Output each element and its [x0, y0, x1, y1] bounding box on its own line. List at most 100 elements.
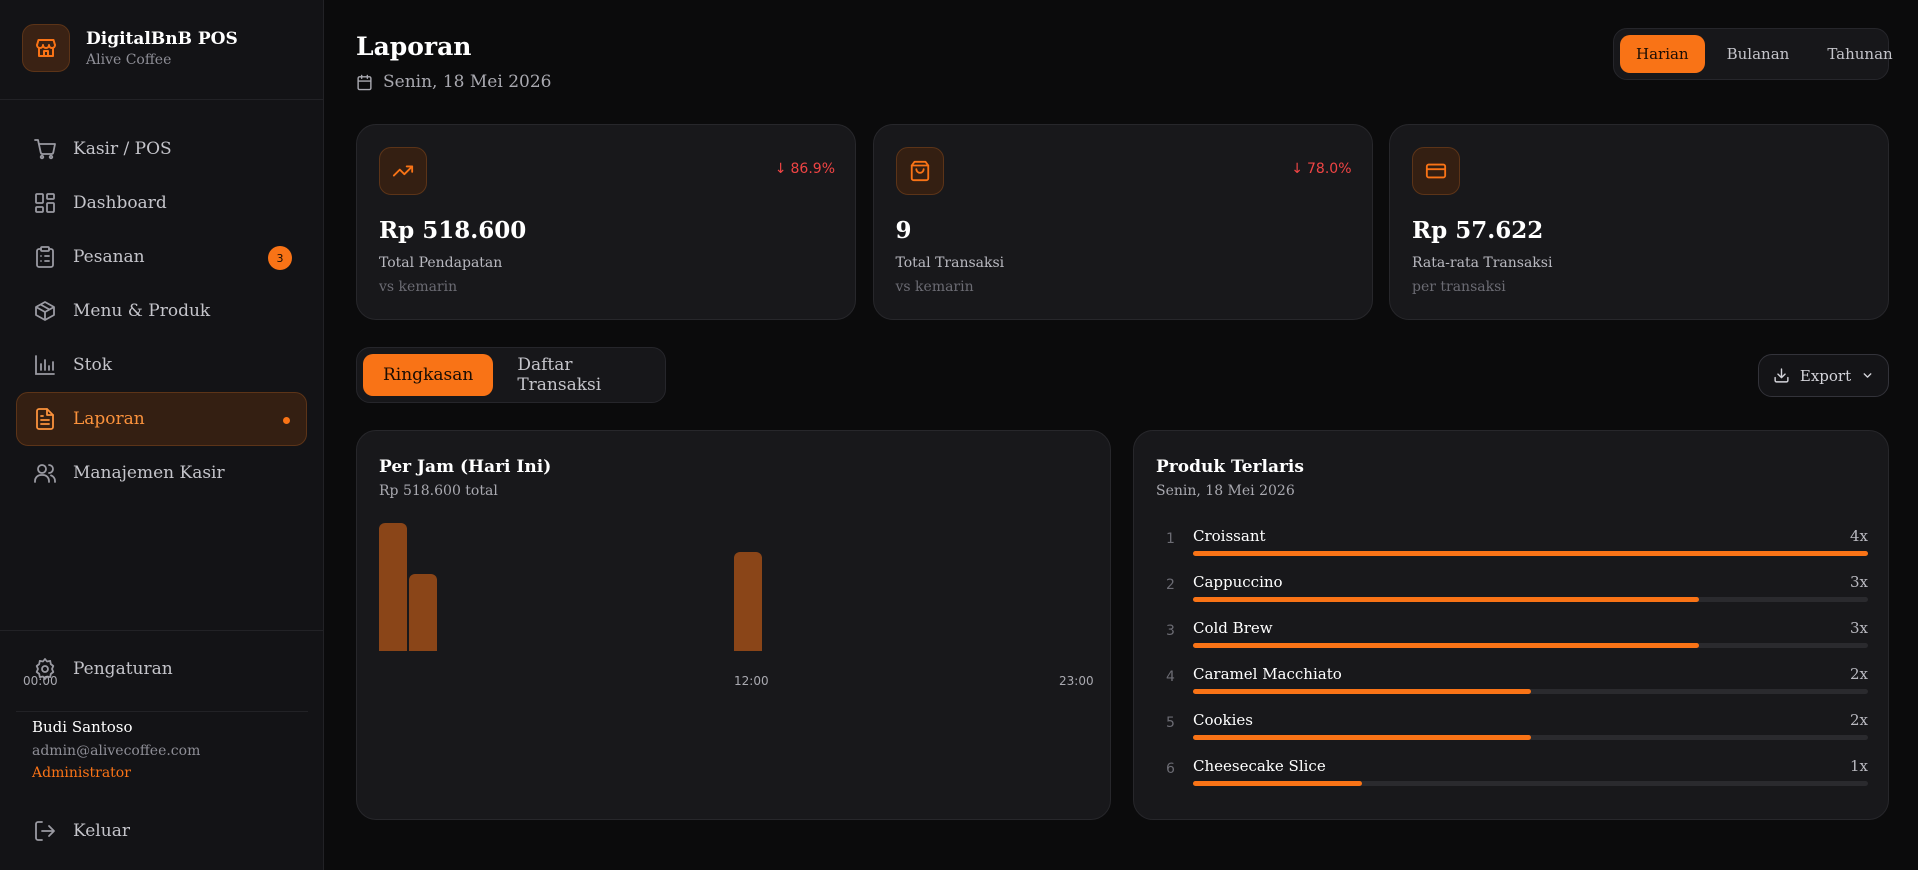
- brand: DigitalBnB POS Alive Coffee: [22, 24, 238, 72]
- product-bar-track: [1193, 643, 1868, 648]
- period-bulanan-button[interactable]: Bulanan: [1726, 45, 1790, 63]
- stat-value: Rp 57.622: [1412, 217, 1544, 244]
- arrow-down-icon: ↓: [1291, 161, 1304, 177]
- sidebar-nav: Kasir / POS Dashboard Pesanan 3 Menu & P…: [16, 122, 307, 500]
- page-title: Laporan: [356, 32, 472, 61]
- store-icon: [22, 24, 70, 72]
- user-email: admin@alivecoffee.com: [32, 743, 201, 759]
- product-qty: 4x: [1849, 527, 1868, 545]
- user-info: Budi Santoso admin@alivecoffee.com Admin…: [32, 718, 200, 781]
- period-harian-button[interactable]: Harian: [1620, 35, 1705, 73]
- stat-card-pendapatan: ↓ 86.9% Rp 518.600 Total Pendapatan vs ke…: [356, 124, 856, 320]
- product-bar-fill: [1193, 551, 1868, 556]
- sidebar-item-laporan[interactable]: Laporan: [16, 392, 307, 446]
- tab-ringkasan[interactable]: Ringkasan: [363, 354, 494, 396]
- hourly-subtitle: Rp 518.600 total: [379, 483, 498, 499]
- product-name: Cookies: [1193, 711, 1253, 729]
- trend-up-icon: [379, 147, 427, 195]
- product-qty: 3x: [1849, 573, 1868, 591]
- stat-value: 9: [895, 217, 912, 244]
- sidebar-item-label: Kasir / POS: [73, 139, 172, 159]
- export-button[interactable]: Export: [1758, 354, 1889, 397]
- list-item: 6 Cheesecake Slice 1x: [1156, 757, 1868, 803]
- list-item: 2 Cappuccino 3x: [1156, 573, 1868, 619]
- stats-row: ↓ 86.9% Rp 518.600 Total Pendapatan vs ke…: [356, 124, 1889, 320]
- sidebar-item-pengaturan[interactable]: Pengaturan: [16, 642, 307, 696]
- logout-label: Keluar: [73, 821, 130, 841]
- rank-number: 5: [1166, 715, 1175, 731]
- x-axis-label: 12:00: [734, 674, 769, 688]
- rank-number: 4: [1166, 669, 1175, 685]
- sidebar-item-label: Dashboard: [73, 193, 167, 213]
- sidebar: DigitalBnB POS Alive Coffee Kasir / POS …: [0, 0, 324, 870]
- active-indicator-dot: [283, 417, 290, 424]
- user-name: Budi Santoso: [32, 718, 133, 736]
- stat-sub: vs kemarin: [379, 279, 458, 295]
- sidebar-item-pesanan[interactable]: Pesanan 3: [16, 230, 307, 284]
- grid-icon: [33, 191, 57, 215]
- product-bar-fill: [1193, 735, 1531, 740]
- sidebar-item-label: Manajemen Kasir: [73, 463, 225, 483]
- sidebar-item-dashboard[interactable]: Dashboard: [16, 176, 307, 230]
- user-role: Administrator: [32, 765, 131, 781]
- users-icon: [33, 461, 57, 485]
- download-icon: [1773, 367, 1790, 384]
- x-axis-label: 00:00: [23, 674, 58, 688]
- sidebar-item-label: Stok: [73, 355, 113, 375]
- product-bar-fill: [1193, 643, 1700, 648]
- product-bar-fill: [1193, 781, 1362, 786]
- tab-daftar-transaksi[interactable]: Daftar Transaksi: [517, 355, 602, 395]
- x-axis-label: 23:00: [1059, 674, 1094, 688]
- sidebar-logout: Keluar: [16, 804, 307, 858]
- rank-number: 3: [1166, 623, 1175, 639]
- hourly-chart-panel: Per Jam (Hari Ini) Rp 518.600 total 00:0…: [23, 430, 1111, 820]
- sidebar-item-manajemen-kasir[interactable]: Manajemen Kasir: [16, 446, 307, 500]
- list-item: 5 Cookies 2x: [1156, 711, 1868, 757]
- hourly-bar-0100: [408, 574, 437, 651]
- credit-card-icon: [1412, 147, 1460, 195]
- product-bar-fill: [1193, 597, 1700, 602]
- product-bar-track: [1193, 597, 1868, 602]
- arrow-down-icon: ↓: [774, 161, 787, 177]
- shopping-bag-icon: [895, 147, 944, 195]
- product-qty: 3x: [1849, 619, 1868, 637]
- cart-icon: [33, 137, 57, 161]
- stat-card-rata-rata: Rp 57.622 Rata-rata Transaksi per transa…: [1389, 124, 1889, 320]
- export-label: Export: [1799, 366, 1852, 385]
- period-selector: Harian Bulanan Tahunan: [1613, 28, 1893, 80]
- product-bar-track: [1193, 735, 1868, 740]
- stat-label: Rata-rata Transaksi: [1412, 255, 1553, 271]
- page-date: Senin, 18 Mei 2026: [356, 72, 551, 92]
- top-products-subtitle: Senin, 18 Mei 2026: [1156, 483, 1295, 499]
- rank-number: 2: [1166, 577, 1175, 593]
- product-name: Cappuccino: [1193, 573, 1283, 591]
- list-item: 4 Caramel Macchiato 2x: [1156, 665, 1868, 711]
- stat-change-value: 78.0%: [1307, 161, 1352, 177]
- sidebar-item-kasir[interactable]: Kasir / POS: [16, 122, 307, 176]
- sidebar-item-menu-produk[interactable]: Menu & Produk: [16, 284, 307, 338]
- sidebar-item-label: Pengaturan: [73, 659, 173, 679]
- period-tahunan-button[interactable]: Tahunan: [1827, 45, 1893, 63]
- hourly-bar-1200: [734, 552, 763, 651]
- product-bar-track: [1193, 689, 1868, 694]
- top-products-list: 1 Croissant 4x 2 Cappuccino 3x 3 Cold Brew 3x 4 Ca…: [1156, 527, 1868, 803]
- product-bar-track: [1193, 781, 1868, 786]
- top-products-panel: Produk Terlaris Senin, 18 Mei 2026 1 Croi…: [1133, 430, 1889, 820]
- sidebar-divider: [0, 630, 324, 631]
- chevron-down-icon: [1861, 369, 1874, 382]
- sidebar-item-label: Laporan: [73, 409, 145, 429]
- sidebar-item-stok[interactable]: Stok: [16, 338, 307, 392]
- product-qty: 1x: [1849, 757, 1868, 775]
- clipboard-icon: [33, 245, 57, 269]
- stat-change-value: 86.9%: [790, 161, 835, 177]
- report-tabs: Ringkasan Daftar Transaksi: [356, 347, 666, 403]
- gear-icon: [33, 657, 57, 681]
- box-icon: [33, 299, 57, 323]
- page-date-text: Senin, 18 Mei 2026: [383, 72, 552, 92]
- file-icon: [33, 407, 57, 431]
- logout-button[interactable]: Keluar: [16, 804, 307, 858]
- list-item: 1 Croissant 4x: [1156, 527, 1868, 573]
- rank-number: 6: [1166, 761, 1175, 777]
- brand-subtitle: Alive Coffee: [86, 51, 172, 68]
- stat-label: Total Transaksi: [895, 255, 1005, 271]
